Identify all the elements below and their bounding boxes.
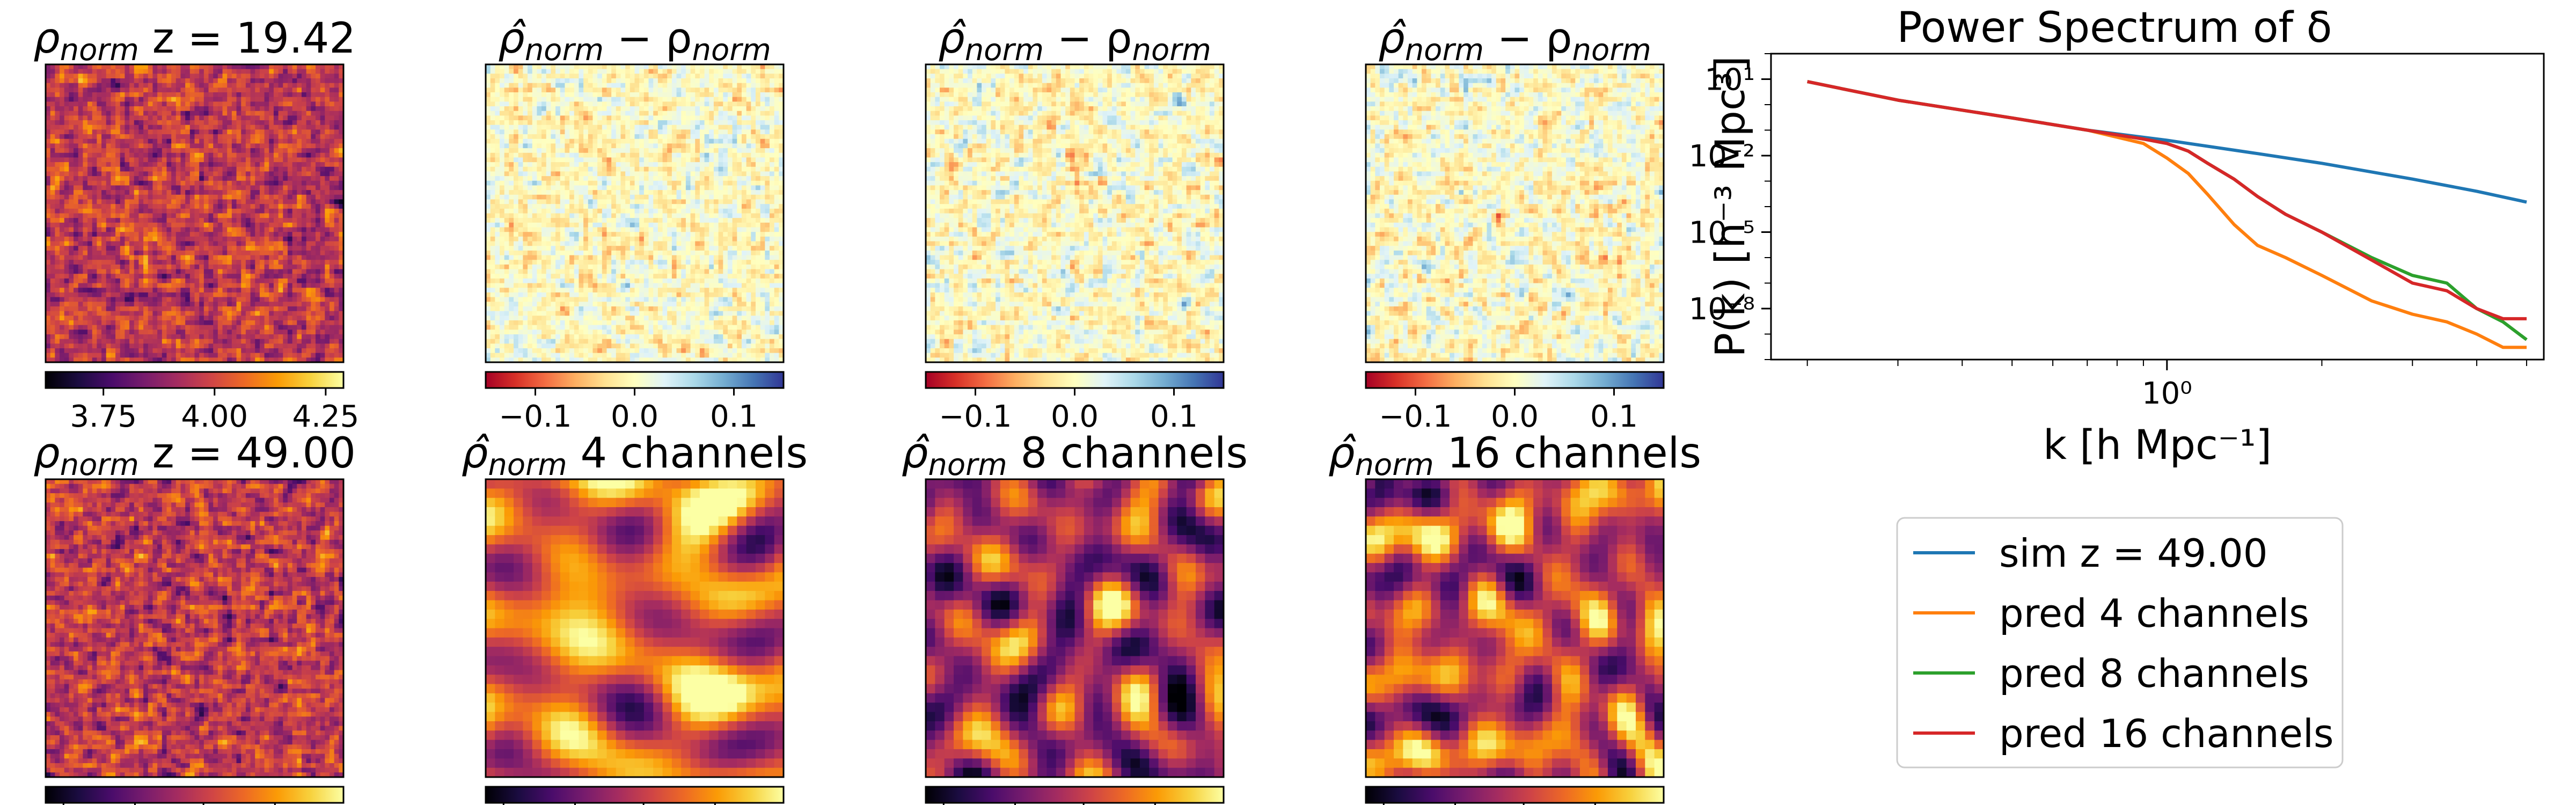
series-line-1 [1807,82,2527,347]
colorbar-tick-label: −0.1 [939,399,1012,434]
y-axis-label: P(k) [h⁻³ Mpc³] [1706,56,1754,357]
series-lines [1807,82,2527,347]
x-axis-ticks: 10⁰ [1807,360,2527,411]
x-tick-label: 10⁰ [2142,376,2192,411]
panel-p6: ρ̂norm 4 channels [462,429,808,805]
legend-label: sim z = 49.00 [1999,531,2268,576]
panel-image [926,479,1224,778]
panel-image [1366,479,1664,778]
colorbar [46,372,343,388]
panel-image [926,64,1224,363]
panel-p8: ρ̂norm 16 channels [1328,429,1701,805]
colorbar [926,372,1224,388]
panel-p4: ρ̂norm − ρnorm−0.1 0.0 0.1 [1366,14,1664,434]
panel-title: ρ̂norm 4 channels [462,429,808,482]
panel-title: ρ̂norm − ρnorm [498,14,771,68]
colorbar [46,787,343,803]
panel-p2: ρ̂norm − ρnorm−0.1 0.0 0.1 [486,14,784,434]
panel-title: ρnorm z = 49.00 [33,429,356,482]
panel-title: ρ̂norm 16 channels [1328,429,1701,482]
panel-image [486,64,784,363]
panel-title: ρnorm z = 19.42 [33,14,356,68]
colorbar [1366,787,1664,803]
colorbar [926,787,1224,803]
panel-p1: ρnorm z = 19.423.75 4.00 4.25 [33,14,359,434]
panel-p7: ρ̂norm 8 channels [902,429,1248,805]
colorbar-tick-label: −0.1 [499,399,572,434]
x-axis-label: k [h Mpc⁻¹] [2043,421,2272,469]
plot-area-frame [1771,54,2544,360]
legend-label: pred 16 channels [1999,711,2334,756]
panel-image [486,479,784,778]
panel-p5: ρnorm z = 49.00 [33,429,356,805]
colorbar-tick-label: 3.75 [70,399,137,434]
panel-image [1366,64,1664,363]
chart-title: Power Spectrum of δ [1897,4,2332,52]
legend: sim z = 49.00 pred 4 channels pred 8 chann… [1897,518,2343,767]
image-panels: ρnorm z = 19.423.75 4.00 4.25ρ̂norm − ρnor… [33,14,1701,805]
colorbar [1366,372,1664,388]
panel-title: ρ̂norm 8 channels [902,429,1248,482]
colorbar [486,787,784,803]
series-line-2 [1807,82,2527,340]
panel-title: ρ̂norm − ρnorm [938,14,1211,68]
panel-image [46,64,344,363]
panel-image [46,479,344,778]
panel-title: ρ̂norm − ρnorm [1378,14,1651,68]
panel-p3: ρ̂norm − ρnorm−0.1 0.0 0.1 [926,14,1224,434]
legend-label: pred 4 channels [1999,591,2309,636]
series-line-3 [1807,82,2527,319]
legend-label: pred 8 channels [1999,651,2309,696]
colorbar [486,372,784,388]
